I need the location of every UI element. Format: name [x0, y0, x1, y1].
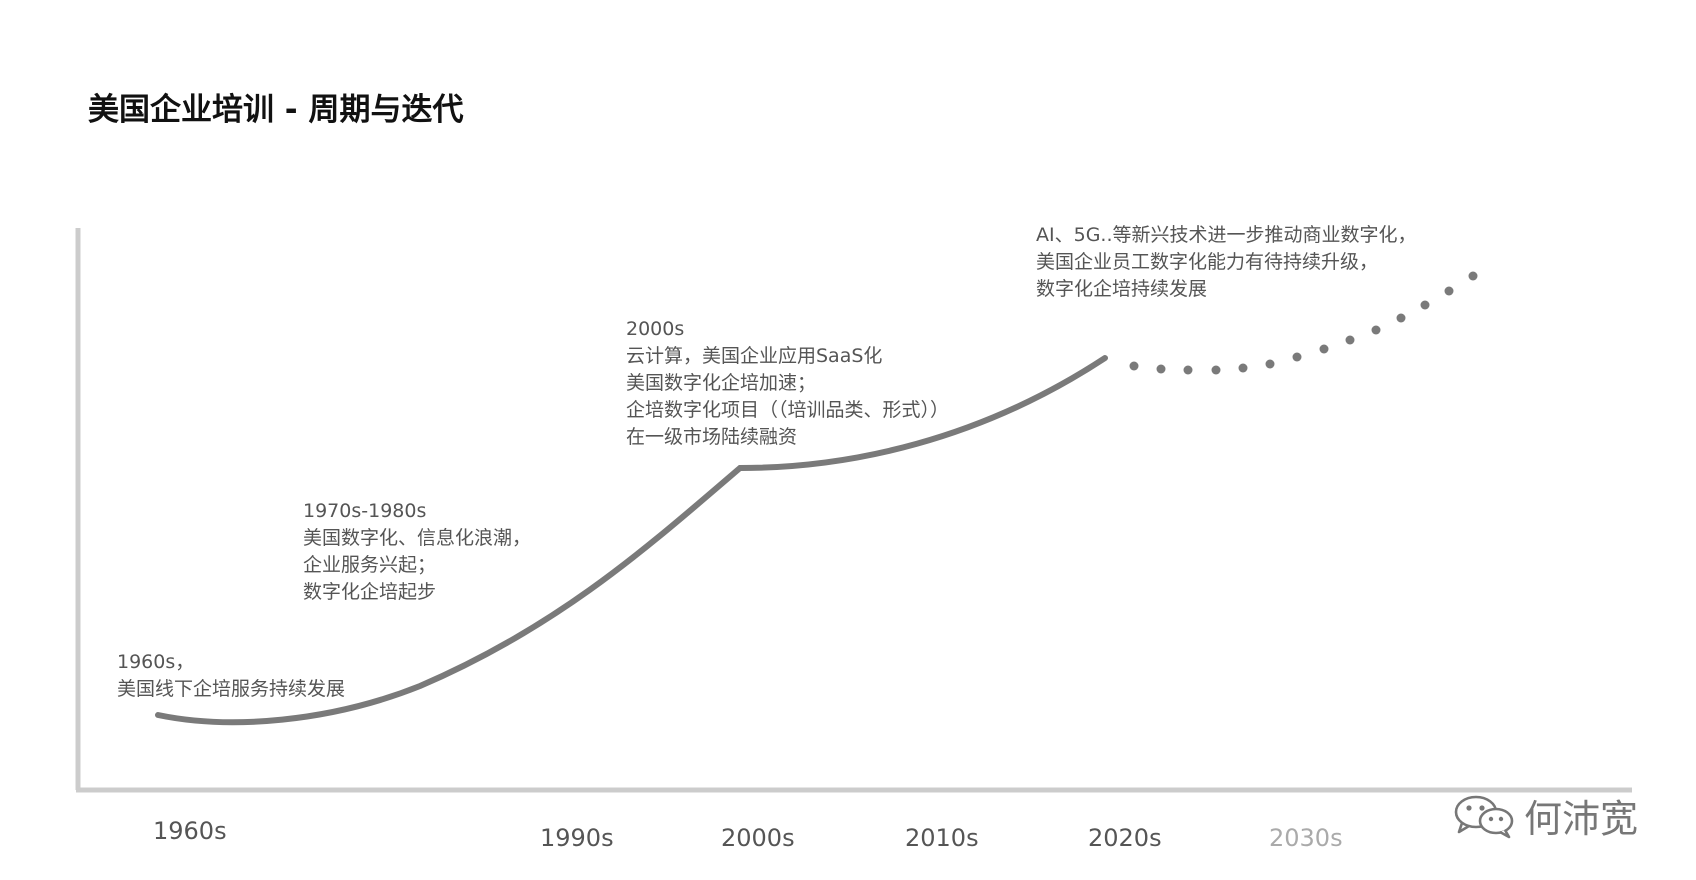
projection-dot — [1183, 365, 1193, 375]
projection-dot — [1238, 363, 1248, 373]
annotation-line: 美国线下企培服务持续发展 — [117, 678, 346, 700]
annotation-1960s: 1960s， 美国线下企培服务持续发展 — [117, 649, 345, 703]
projection-dot — [1211, 365, 1221, 375]
annotation-line: AI、5G..等新兴技术进一步推动商业数字化， — [1036, 224, 1417, 246]
watermark: 何沛宽 — [1452, 788, 1638, 843]
annotation-line: 美国数字化、信息化浪潮， — [303, 527, 532, 549]
annotation-line: 数字化企培持续发展 — [1036, 278, 1208, 300]
annotation-line: 云计算，美国企业应用SaaS化 — [626, 345, 883, 367]
page-title: 美国企业培训 - 周期与迭代 — [88, 92, 464, 128]
timeline-label-2020s: 2020s — [1088, 824, 1162, 852]
annotation-line: 企培数字化项目（（培训品类、形式）） — [626, 399, 950, 421]
annotation-line: 美国企业员工数字化能力有待持续升级， — [1036, 251, 1379, 273]
annotation-line: 在一级市场陆续融资 — [626, 426, 798, 448]
projection-dot — [1371, 325, 1381, 335]
annotation-1970s-1980s: 1970s-1980s 美国数字化、信息化浪潮， 企业服务兴起； 数字化企培起步 — [303, 498, 531, 606]
projection-dot — [1156, 364, 1166, 374]
timeline-label-1960s: 1960s — [153, 817, 227, 845]
annotation-line: 1960s， — [117, 651, 195, 673]
projection-dot — [1468, 271, 1478, 281]
projection-dot — [1319, 344, 1329, 354]
projection-dot — [1265, 359, 1275, 369]
annotation-2000s: 2000s 云计算，美国企业应用SaaS化 美国数字化企培加速； 企培数字化项目… — [626, 316, 949, 451]
timeline-label-2030s: 2030s — [1269, 824, 1343, 852]
timeline-label-1990s: 1990s — [540, 824, 614, 852]
projection-dot — [1292, 352, 1302, 362]
annotation-line: 企业服务兴起； — [303, 554, 437, 576]
annotation-line: 2000s — [626, 318, 685, 340]
growth-curve-projected — [1129, 271, 1478, 375]
timeline-label-2000s: 2000s — [721, 824, 795, 852]
annotation-line: 1970s-1980s — [303, 500, 427, 522]
projection-dot — [1129, 361, 1139, 371]
timeline-label-2010s: 2010s — [905, 824, 979, 852]
projection-dot — [1444, 286, 1454, 296]
projection-dot — [1345, 335, 1355, 345]
projection-dot — [1420, 300, 1430, 310]
annotation-line: 美国数字化企培加速； — [626, 372, 817, 394]
watermark-name: 何沛宽 — [1524, 797, 1639, 841]
growth-curve-solid — [155, 355, 1108, 726]
projection-dot — [1396, 313, 1406, 323]
annotation-line: 数字化企培起步 — [303, 581, 437, 603]
wechat-icon — [1454, 795, 1514, 838]
annotation-2020s: AI、5G..等新兴技术进一步推动商业数字化， 美国企业员工数字化能力有待持续升… — [1036, 222, 1417, 303]
